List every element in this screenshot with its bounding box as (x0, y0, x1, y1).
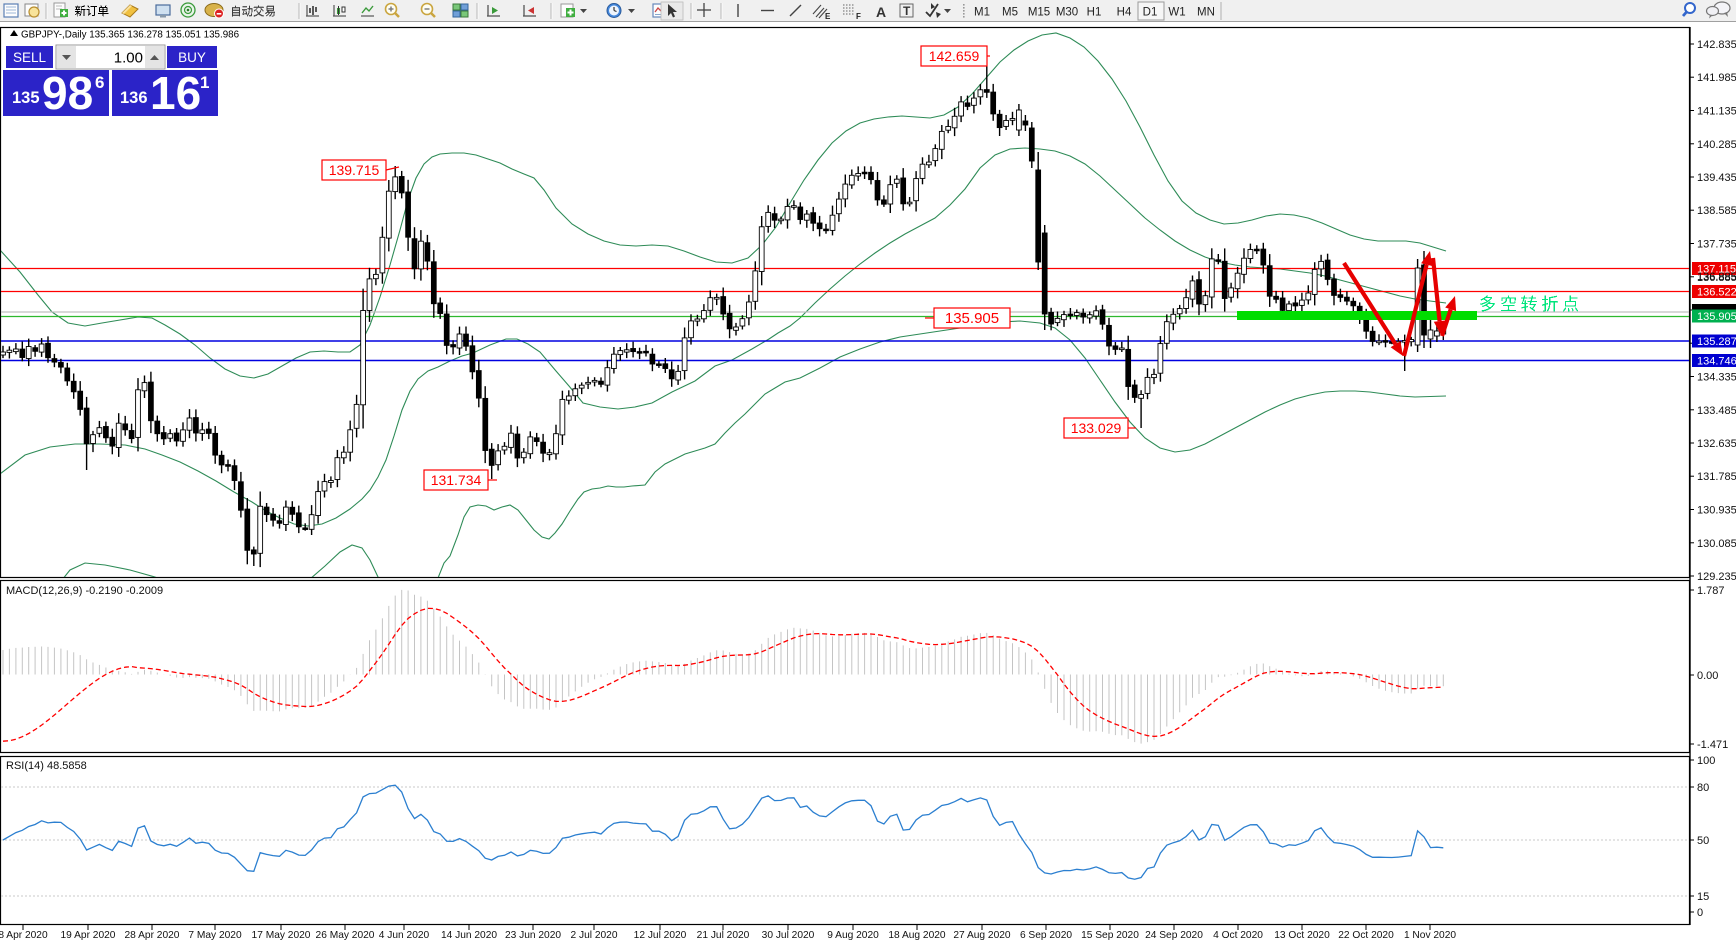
svg-text:16: 16 (150, 67, 201, 119)
svg-text:24 Sep 2020: 24 Sep 2020 (1145, 930, 1203, 941)
svg-text:H4: H4 (1117, 7, 1132, 19)
svg-text:F: F (856, 12, 861, 21)
svg-text:100: 100 (1697, 755, 1715, 767)
svg-text:1.00: 1.00 (114, 50, 143, 67)
svg-text:M5: M5 (1002, 7, 1018, 19)
svg-text:21 Jul 2020: 21 Jul 2020 (697, 930, 750, 941)
svg-text:26 May 2020: 26 May 2020 (316, 930, 375, 941)
svg-text:13 Oct 2020: 13 Oct 2020 (1274, 930, 1330, 941)
svg-text:50: 50 (1697, 835, 1709, 847)
svg-text:D1: D1 (1143, 7, 1158, 19)
svg-text:134.746: 134.746 (1697, 356, 1736, 368)
svg-text:15 Sep 2020: 15 Sep 2020 (1081, 930, 1139, 941)
svg-text:0: 0 (1697, 907, 1703, 919)
svg-text:141.135: 141.135 (1697, 106, 1736, 118)
svg-text:98: 98 (42, 67, 93, 119)
svg-text:129.235: 129.235 (1697, 571, 1736, 583)
svg-text:135.287: 135.287 (1697, 336, 1736, 348)
svg-text:4 Jun 2020: 4 Jun 2020 (379, 930, 430, 941)
svg-text:134.335: 134.335 (1697, 372, 1736, 384)
svg-text:139.715: 139.715 (329, 162, 380, 178)
svg-text:135.905: 135.905 (945, 310, 999, 327)
svg-text:E: E (825, 12, 831, 21)
svg-text:28 Apr 2020: 28 Apr 2020 (125, 930, 180, 941)
svg-text:H1: H1 (1087, 7, 1102, 19)
svg-text:W1: W1 (1168, 7, 1185, 19)
svg-text:1: 1 (200, 73, 209, 92)
svg-text:8 Apr 2020: 8 Apr 2020 (0, 930, 48, 941)
svg-text:A: A (876, 4, 886, 20)
svg-text:23 Jun 2020: 23 Jun 2020 (505, 930, 561, 941)
svg-text:22 Oct 2020: 22 Oct 2020 (1338, 930, 1394, 941)
svg-text:15: 15 (1697, 891, 1709, 903)
svg-text:133.485: 133.485 (1697, 405, 1736, 417)
svg-text:1 Nov 2020: 1 Nov 2020 (1404, 930, 1456, 941)
svg-text:14 Jun 2020: 14 Jun 2020 (441, 930, 497, 941)
svg-text:136.885: 136.885 (1697, 271, 1736, 283)
svg-text:130.085: 130.085 (1697, 538, 1736, 550)
svg-text:6 Sep 2020: 6 Sep 2020 (1020, 930, 1072, 941)
svg-text:138.585: 138.585 (1697, 205, 1736, 217)
svg-text:17 May 2020: 17 May 2020 (252, 930, 311, 941)
svg-text:4 Oct 2020: 4 Oct 2020 (1213, 930, 1263, 941)
svg-text:SELL: SELL (13, 50, 47, 65)
svg-text:30 Jul 2020: 30 Jul 2020 (762, 930, 815, 941)
svg-text:27 Aug 2020: 27 Aug 2020 (953, 930, 1011, 941)
svg-text:0.00: 0.00 (1697, 670, 1718, 682)
svg-text:131.785: 131.785 (1697, 471, 1736, 483)
svg-text:135: 135 (12, 89, 40, 107)
svg-text:141.985: 141.985 (1697, 72, 1736, 84)
svg-text:132.635: 132.635 (1697, 438, 1736, 450)
svg-text:MACD(12,26,9) -0.2190 -0.2009: MACD(12,26,9) -0.2190 -0.2009 (6, 585, 163, 597)
svg-text:RSI(14) 48.5858: RSI(14) 48.5858 (6, 760, 87, 772)
svg-text:137.735: 137.735 (1697, 239, 1736, 251)
svg-text:2 Jul 2020: 2 Jul 2020 (570, 930, 617, 941)
svg-text:9 Aug 2020: 9 Aug 2020 (827, 930, 879, 941)
svg-text:130.935: 130.935 (1697, 505, 1736, 517)
svg-text:GBPJPY-,Daily 135.365 136.278: GBPJPY-,Daily 135.365 136.278 135.051 13… (21, 30, 240, 41)
svg-text:BUY: BUY (178, 50, 206, 65)
svg-text:136.522: 136.522 (1697, 287, 1736, 299)
svg-text:140.285: 140.285 (1697, 139, 1736, 151)
svg-text:T: T (903, 4, 911, 18)
svg-text:136: 136 (120, 89, 148, 107)
svg-text:19 Apr 2020: 19 Apr 2020 (61, 930, 116, 941)
svg-text:80: 80 (1697, 782, 1709, 794)
svg-text:131.734: 131.734 (431, 472, 482, 488)
svg-text:6: 6 (95, 73, 104, 92)
svg-text:1.787: 1.787 (1697, 585, 1725, 597)
svg-text:133.029: 133.029 (1071, 420, 1122, 436)
svg-text:M30: M30 (1056, 7, 1078, 19)
svg-text:7 May 2020: 7 May 2020 (188, 930, 242, 941)
svg-text:M15: M15 (1028, 7, 1050, 19)
svg-text:MN: MN (1197, 7, 1215, 19)
svg-text:M1: M1 (974, 7, 990, 19)
svg-text:137.115: 137.115 (1697, 264, 1736, 276)
svg-text:139.435: 139.435 (1697, 172, 1736, 184)
svg-text:18 Aug 2020: 18 Aug 2020 (888, 930, 946, 941)
svg-text:135.905: 135.905 (1697, 311, 1736, 323)
svg-text:142.659: 142.659 (929, 48, 980, 64)
svg-text:12 Jul 2020: 12 Jul 2020 (634, 930, 687, 941)
svg-text:142.835: 142.835 (1697, 39, 1736, 51)
svg-text:-1.471: -1.471 (1697, 739, 1728, 751)
